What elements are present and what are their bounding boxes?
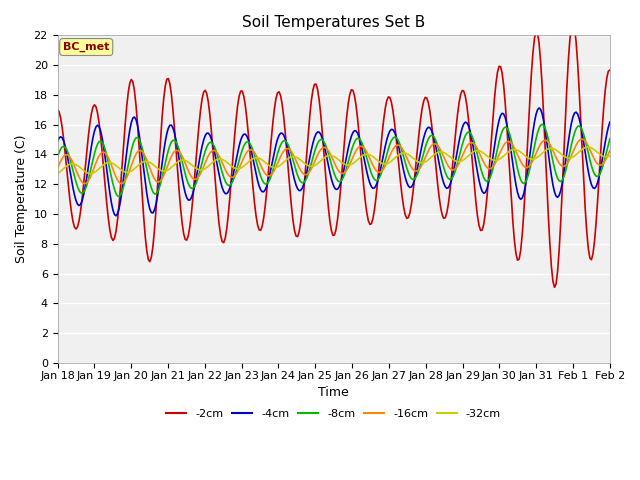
Title: Soil Temperatures Set B: Soil Temperatures Set B [242,15,426,30]
Y-axis label: Soil Temperature (C): Soil Temperature (C) [15,135,28,264]
Text: BC_met: BC_met [63,42,109,52]
X-axis label: Time: Time [318,386,349,399]
Legend: -2cm, -4cm, -8cm, -16cm, -32cm: -2cm, -4cm, -8cm, -16cm, -32cm [162,404,506,423]
